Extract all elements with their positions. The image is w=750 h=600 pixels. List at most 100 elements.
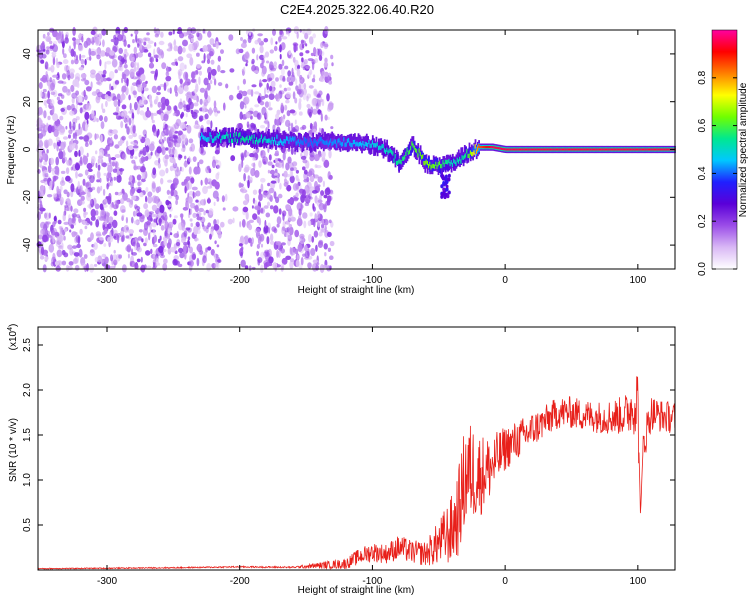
spectrogram-noise-cell — [317, 176, 323, 183]
spectrogram-noise-cell — [208, 168, 212, 174]
spectrogram-signal-cell — [397, 160, 399, 165]
spectrogram-noise-cell — [306, 95, 309, 102]
spectrogram-signal-cell — [229, 133, 232, 138]
spectrogram-signal-cell — [334, 139, 337, 144]
spectrogram-noise-cell — [273, 205, 279, 214]
spectrogram-signal-cell — [350, 142, 353, 148]
spectrogram-signal-cell — [566, 148, 569, 151]
spectrogram-signal-cell — [242, 131, 245, 141]
spectrogram-noise-cell — [185, 92, 191, 97]
spectrogram-noise-cell — [292, 91, 296, 100]
spectrogram-noise-cell — [312, 190, 318, 194]
spectrogram-signal-cell — [271, 136, 274, 142]
spectrogram-noise-cell — [304, 244, 308, 252]
spectrogram-noise-cell — [304, 250, 310, 259]
spectrogram-noise-cell — [250, 122, 255, 129]
spectrogram-signal-cell — [588, 148, 590, 151]
spectrogram-signal-cell — [393, 158, 396, 163]
spectrogram-signal-cell — [302, 135, 305, 145]
spectrogram-noise-cell — [56, 188, 62, 195]
spectrogram-signal-cell — [514, 148, 516, 151]
spectrogram-signal-cell — [337, 139, 340, 144]
spectrogram-signal-cell — [406, 147, 409, 152]
spectrogram-signal-cell — [369, 143, 372, 149]
spectrogram-noise-cell — [320, 190, 325, 196]
spectrogram-noise-cell — [125, 235, 130, 239]
spectrogram-signal-cell — [282, 141, 285, 146]
spectrogram-noise-cell — [77, 180, 81, 190]
spectrogram-noise-cell — [330, 126, 334, 130]
spectrogram-signal-cell — [232, 131, 234, 141]
spectrogram-signal-cell — [383, 139, 386, 154]
spectrogram-noise-cell — [139, 150, 143, 155]
spectrogram-noise-cell — [264, 101, 270, 108]
spectrogram-noise-cell — [155, 58, 159, 63]
spectrogram-noise-cell — [76, 214, 81, 219]
spectrogram-noise-cell — [196, 64, 201, 69]
spectrogram-signal-cell — [490, 146, 492, 149]
spectrogram-signal-cell — [284, 139, 287, 148]
spectrogram-noise-cell — [297, 243, 303, 252]
spectrogram-noise-cell — [153, 54, 159, 59]
spectrogram-noise-cell — [295, 192, 299, 198]
spectrogram-signal-cell — [248, 135, 251, 140]
spectrogram-signal-cell — [343, 137, 345, 142]
spectrogram-noise-cell — [295, 174, 299, 181]
spectrogram-signal-cell — [367, 143, 369, 148]
spectrogram-noise-cell — [172, 139, 178, 143]
spectrogram-noise-cell — [43, 110, 47, 119]
spectrogram-noise-cell — [165, 167, 169, 174]
spectrogram-noise-cell — [129, 102, 132, 111]
spectrogram-noise-cell — [184, 186, 187, 194]
spectrogram-signal-cell — [221, 135, 224, 140]
spectrogram-signal-cell — [537, 148, 540, 151]
spectrogram-noise-cell — [324, 252, 327, 257]
spectrogram-noise-cell — [307, 58, 314, 62]
spectrogram-noise-cell — [40, 246, 45, 256]
spectrogram-signal-cell — [279, 138, 282, 143]
spectrogram-noise-cell — [240, 235, 245, 244]
spectrogram-noise-cell — [68, 261, 74, 266]
spectrogram-signal-cell — [418, 149, 421, 165]
spectrogram-noise-cell — [216, 160, 222, 169]
spectrogram-noise-cell — [120, 59, 126, 63]
spectrogram-noise-cell — [77, 44, 84, 52]
spectrogram-signal-cell — [591, 148, 594, 151]
spectrogram-noise-cell — [257, 112, 262, 120]
spectrogram-noise-cell — [284, 104, 288, 111]
spectrogram-signal-cell — [451, 157, 454, 167]
spectrogram-signal-cell — [307, 136, 310, 145]
spectrogram-signal-cell — [201, 136, 203, 145]
spectrogram-noise-cell — [68, 134, 71, 139]
spectrogram-noise-cell — [173, 38, 176, 46]
spectrogram-signal-cell — [434, 157, 436, 167]
spectrogram-noise-cell — [290, 167, 294, 171]
spectrogram-signal-cell — [627, 148, 630, 151]
spectrogram-signal-cell — [408, 149, 411, 154]
spectrogram-noise-cell — [195, 221, 200, 228]
spectrogram-noise-cell — [328, 101, 334, 110]
spectrogram-signal-cell — [559, 148, 562, 151]
spectrogram-signal-cell — [309, 137, 312, 142]
spectrogram-noise-cell — [80, 58, 85, 65]
spectrogram-noise-cell — [90, 72, 96, 79]
spectrogram-noise-cell — [279, 84, 282, 88]
spectrogram-noise-cell — [189, 146, 193, 152]
spectrogram-signal-cell — [423, 156, 426, 166]
spectrogram-noise-cell — [84, 142, 89, 147]
spectrogram-noise-cell — [75, 234, 81, 243]
spectrogram-noise-cell — [197, 32, 203, 41]
spectrogram-noise-cell — [317, 48, 323, 57]
spectrogram-noise-cell — [209, 38, 215, 46]
spectrogram-noise-cell — [175, 143, 181, 148]
spectrogram-noise-cell — [252, 213, 258, 221]
snr-y-tick-label: 2.0 — [22, 383, 33, 397]
spectrogram-noise-cell — [120, 236, 125, 243]
spectrogram-noise-cell — [248, 219, 254, 223]
spectrogram-signal-cell — [205, 137, 208, 142]
spectrogram-noise-cell — [136, 258, 141, 263]
spectrogram-noise-cell — [114, 79, 120, 85]
spectrogram-signal-cell — [244, 138, 246, 143]
spectrogram-noise-cell — [146, 220, 151, 226]
spectrogram-noise-cell — [89, 175, 95, 184]
